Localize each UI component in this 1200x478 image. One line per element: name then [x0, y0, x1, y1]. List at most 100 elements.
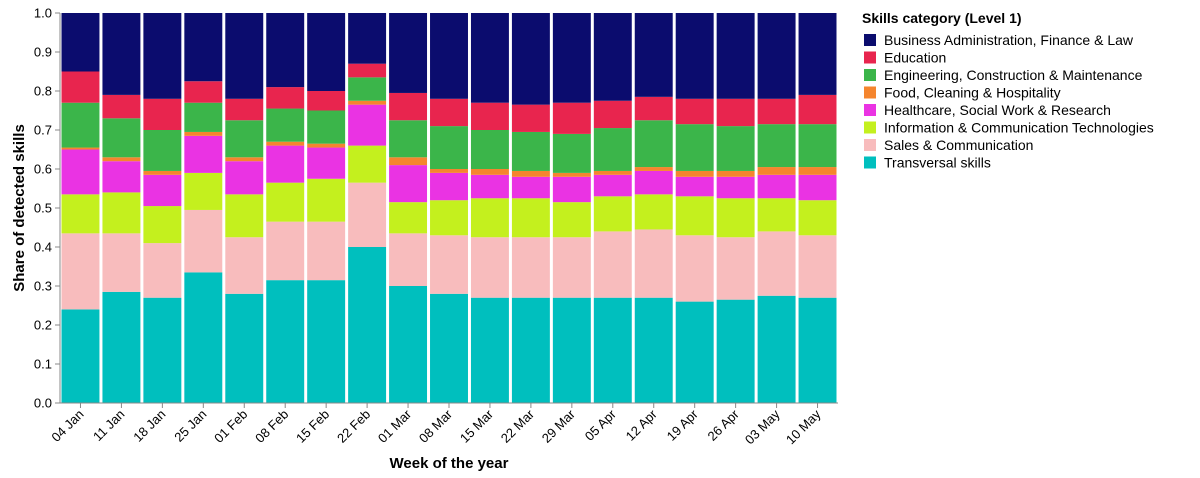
bar-segment	[184, 209, 223, 273]
bar-segment	[102, 233, 141, 292]
bar-segment	[430, 200, 468, 236]
y-axis: 0.0 0.1 0.2 0.3 0.4 0.5 0.6 0.7 0.8 0.9 1.0	[34, 6, 61, 411]
bar-segment	[757, 98, 796, 125]
bar-segment	[61, 71, 100, 103]
bar-segment	[143, 170, 182, 175]
bar-segment	[143, 206, 182, 244]
bar-segment	[102, 291, 141, 403]
bar-segment	[470, 297, 509, 403]
y-axis-title: Share of detected skills	[11, 124, 28, 292]
legend-label: Food, Cleaning & Hospitality	[884, 85, 1061, 101]
legend-swatch	[864, 69, 876, 81]
bar-segment	[225, 98, 264, 121]
x-tick-label: 15 Feb	[293, 407, 332, 446]
legend-swatch	[864, 104, 876, 116]
bar-segment	[552, 237, 591, 298]
bar-segment	[143, 243, 182, 298]
bar-segment	[266, 108, 305, 142]
bar-segment	[798, 200, 837, 236]
bar-segment	[102, 118, 141, 158]
bar-segment	[798, 124, 837, 168]
bar-segment	[552, 172, 591, 177]
bar-segment	[184, 172, 223, 210]
x-tick-label: 08 Feb	[252, 407, 291, 446]
y-tick-label: 0.1	[34, 357, 52, 372]
legend-label: Information & Communication Technologies	[884, 120, 1154, 136]
bar-segment	[470, 169, 509, 175]
bar-segment	[61, 102, 100, 148]
bar-segment	[798, 297, 837, 403]
bar-segment	[757, 167, 796, 175]
bar-segment	[389, 92, 428, 121]
legend-label: Healthcare, Social Work & Research	[884, 102, 1111, 118]
y-tick-label: 0.7	[34, 123, 52, 138]
bar-segment	[470, 13, 509, 103]
x-tick-label: 19 Apr	[664, 406, 702, 444]
bar-segment	[593, 170, 632, 175]
bar-segment	[307, 280, 346, 403]
bar-segment	[470, 198, 509, 238]
bar-segment	[716, 299, 755, 403]
bar-segment	[102, 13, 141, 95]
bar-segment	[511, 170, 550, 177]
x-tick-label: 10 May	[783, 406, 824, 447]
bar-segment	[102, 192, 141, 234]
bar-segment	[593, 128, 632, 171]
bar-segment	[143, 297, 182, 403]
bar-segment	[470, 102, 509, 130]
bar-segment	[307, 178, 346, 222]
bar-segment	[593, 231, 632, 298]
bar-segment	[61, 13, 100, 72]
bar-segment	[307, 221, 346, 281]
y-tick-label: 0.8	[34, 84, 52, 99]
bar-segment	[511, 13, 550, 105]
bar-segment	[757, 295, 796, 403]
bar-segment	[634, 194, 673, 230]
bar-segment	[757, 124, 796, 168]
bar-segment	[389, 157, 428, 166]
legend-label: Sales & Communication	[884, 137, 1033, 153]
bar-segment	[61, 147, 100, 150]
bar-segment	[225, 120, 264, 158]
bar-segment	[634, 170, 673, 195]
bar-segment	[593, 13, 632, 101]
bar-segment	[184, 13, 223, 82]
bar-segment	[675, 170, 714, 177]
bar-segment	[716, 198, 755, 238]
bar-segment	[511, 104, 550, 132]
bar-segment	[348, 104, 387, 146]
legend-swatch	[864, 121, 876, 134]
bar-segment	[266, 221, 305, 281]
bar-segment	[757, 198, 796, 232]
bar-segment	[798, 235, 837, 298]
legend-swatch	[864, 51, 876, 64]
x-tick-label: 11 Jan	[90, 407, 128, 445]
bar-segment	[184, 135, 223, 173]
x-axis-title: Week of the year	[390, 455, 509, 472]
bar-segment	[61, 194, 100, 234]
bar-segment	[389, 286, 428, 403]
bar-segment	[798, 174, 837, 201]
bar-segment	[552, 202, 591, 238]
bar-segment	[798, 167, 837, 175]
y-tick-label: 0.3	[34, 279, 52, 294]
x-tick-label: 08 Mar	[416, 406, 456, 446]
bar-segment	[61, 309, 100, 403]
bar-segment	[266, 141, 305, 146]
bar-segment	[552, 297, 591, 403]
bar-segment	[389, 202, 428, 234]
bar-segment	[143, 98, 182, 130]
legend-swatch	[864, 156, 876, 169]
bar-segment	[430, 126, 468, 169]
bar-segment	[430, 98, 468, 127]
bar-segment	[552, 176, 591, 203]
x-tick-label: 26 Apr	[705, 406, 743, 444]
bar-segment	[430, 172, 468, 201]
bar-segment	[184, 81, 223, 103]
x-tick-label: 03 May	[742, 406, 783, 447]
bar-segment	[675, 196, 714, 236]
bar-segment	[143, 13, 182, 99]
bar-segment	[307, 147, 346, 179]
bar-segment	[184, 272, 223, 403]
